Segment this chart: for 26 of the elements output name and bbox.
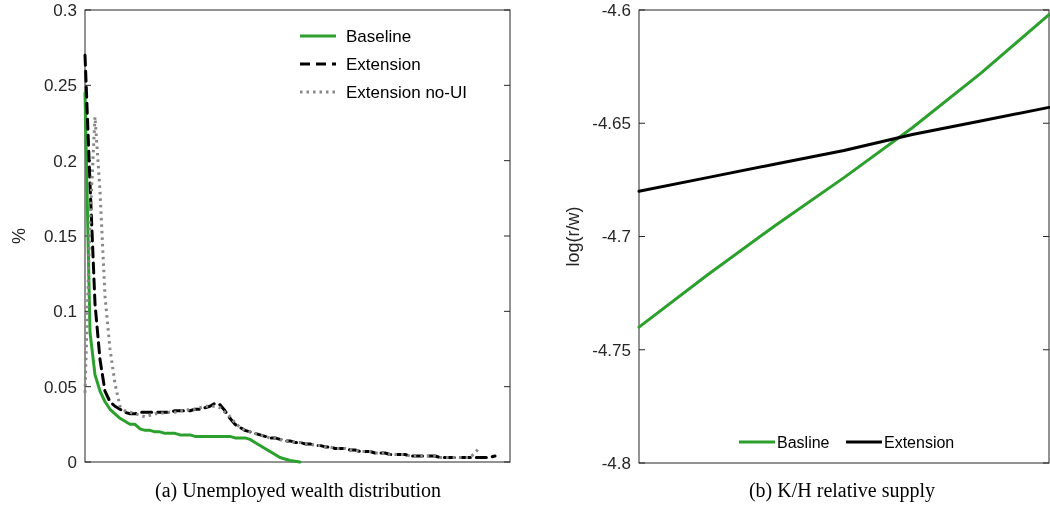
legend-label: Baseline: [346, 27, 412, 46]
legend-label: Basline: [777, 434, 830, 451]
line-series: [83, 115, 482, 459]
y-tick-label: -4.7: [601, 227, 631, 247]
y-tick-label: 0.2: [53, 151, 77, 171]
line-series: [83, 53, 497, 459]
y-tick-label: -4.65: [592, 114, 631, 134]
y-tick-label: -4.6: [601, 0, 631, 20]
legend-label: Extension no-UI: [346, 83, 467, 102]
y-tick-label: -4.75: [592, 340, 631, 360]
y-tick-label: -4.8: [601, 453, 631, 473]
y-tick-label: 0.3: [53, 0, 77, 20]
legend-label: Extension: [346, 55, 421, 74]
y-tick-label: 0.25: [43, 76, 77, 96]
line-series: [637, 13, 1050, 329]
y-axis-title: log(r/w): [563, 206, 583, 267]
legend-label: Extension: [884, 434, 955, 451]
y-axis-title: %: [9, 227, 29, 245]
y-tick-label: 0.1: [53, 302, 77, 322]
y-tick-label: 0.05: [43, 377, 77, 397]
text: (b) K/H relative supply: [748, 479, 936, 502]
text: (a) Unemployed wealth distribution: [154, 479, 442, 502]
y-tick-label: 0: [67, 452, 77, 472]
y-tick-label: 0.15: [43, 226, 77, 246]
line-series: [637, 105, 1050, 193]
line-series: [83, 91, 302, 464]
